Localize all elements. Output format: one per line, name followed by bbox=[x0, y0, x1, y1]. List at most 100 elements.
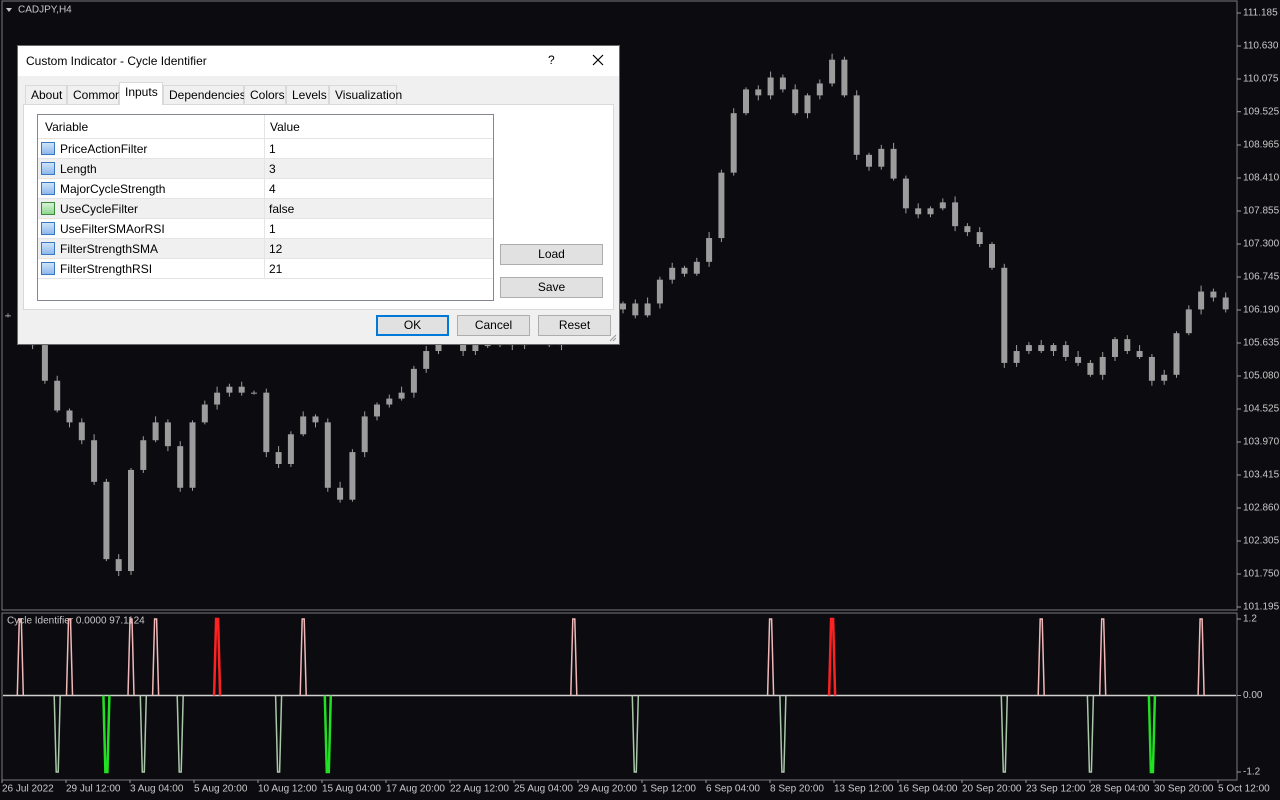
candle-body bbox=[1198, 291, 1205, 310]
variable-name: FilterStrengthRSI bbox=[60, 262, 153, 276]
inputs-panel: Variable Value PriceActionFilter 1 Length 3 Ma… bbox=[23, 104, 614, 310]
y-tick-label: 107.855 bbox=[1243, 206, 1280, 217]
candle-body bbox=[337, 487, 344, 500]
tab[interactable]: Levels bbox=[286, 85, 329, 104]
x-tick-label: 29 Aug 20:00 bbox=[578, 784, 637, 795]
candle-body bbox=[1185, 309, 1192, 334]
x-tick-label: 1 Sep 12:00 bbox=[642, 784, 696, 795]
candle-body bbox=[952, 202, 959, 227]
indicator-frame bbox=[1, 612, 1238, 781]
candle-body bbox=[620, 303, 626, 310]
variable-name: Length bbox=[60, 162, 97, 176]
type-icon bbox=[41, 162, 55, 175]
candle-body bbox=[829, 59, 836, 84]
column-separator bbox=[264, 159, 265, 178]
indicator-spike bbox=[53, 695, 61, 773]
table-row[interactable]: UseCycleFilter false bbox=[38, 199, 493, 219]
indicator-spike bbox=[779, 695, 787, 773]
x-tick-label: 23 Sep 12:00 bbox=[1026, 784, 1086, 795]
table-row[interactable]: FilterStrengthSMA 12 bbox=[38, 239, 493, 259]
column-separator bbox=[264, 259, 265, 278]
candle-body bbox=[1112, 339, 1118, 357]
type-icon bbox=[41, 182, 55, 195]
table-row[interactable]: UseFilterSMAorRSI 1 bbox=[38, 219, 493, 239]
column-header: Value bbox=[270, 120, 300, 134]
indicator-spike bbox=[1037, 618, 1045, 696]
y-tick-label: -1.2 bbox=[1243, 767, 1261, 778]
x-tick-label: 15 Aug 04:00 bbox=[322, 784, 381, 795]
tab[interactable]: Dependencies bbox=[163, 85, 246, 104]
indicator-spike bbox=[1147, 695, 1157, 774]
x-tick-label: 6 Sep 04:00 bbox=[706, 784, 760, 795]
candle-body bbox=[324, 422, 331, 488]
dialog-button[interactable]: Reset bbox=[538, 315, 611, 336]
x-tick-label: 20 Sep 20:00 bbox=[962, 784, 1022, 795]
indicator-dialog: Custom Indicator - Cycle Identifier ? Ab… bbox=[17, 45, 620, 345]
candle-body bbox=[472, 345, 479, 352]
tab[interactable]: Colors bbox=[244, 85, 286, 104]
tab[interactable]: Visualization bbox=[329, 85, 402, 104]
candle-body bbox=[853, 95, 860, 155]
candle-body bbox=[164, 422, 171, 447]
candle-body bbox=[779, 77, 786, 90]
column-separator bbox=[264, 115, 265, 138]
x-tick-label: 22 Aug 12:00 bbox=[450, 784, 509, 795]
candle-body bbox=[386, 398, 393, 405]
type-icon bbox=[41, 262, 55, 275]
candle-body bbox=[804, 95, 811, 114]
candle-body bbox=[115, 559, 122, 572]
column-separator bbox=[264, 199, 265, 218]
close-button[interactable] bbox=[592, 54, 604, 66]
x-tick-label: 26 Jul 2022 bbox=[2, 784, 54, 795]
y-tick-label: 103.415 bbox=[1243, 470, 1280, 481]
indicator-spike bbox=[139, 695, 148, 773]
candle-body bbox=[632, 303, 639, 316]
resize-grip bbox=[609, 334, 617, 342]
table-row[interactable]: Length 3 bbox=[38, 159, 493, 179]
candle-body bbox=[1099, 356, 1106, 375]
tab[interactable]: About bbox=[25, 85, 67, 104]
candle-body bbox=[755, 89, 762, 96]
candle-body bbox=[1161, 374, 1168, 381]
table-header: Variable Value bbox=[38, 115, 493, 139]
table-row[interactable]: FilterStrengthRSI 21 bbox=[38, 259, 493, 279]
candle-body bbox=[189, 422, 196, 488]
variable-name: UseFilterSMAorRSI bbox=[60, 222, 165, 236]
tab[interactable]: Common bbox=[67, 85, 122, 104]
dialog-button[interactable]: OK bbox=[376, 315, 449, 336]
help-button[interactable]: ? bbox=[548, 53, 555, 67]
y-tick-label: 108.410 bbox=[1243, 173, 1280, 184]
indicator-spike bbox=[1000, 695, 1009, 773]
candle-body bbox=[964, 226, 971, 233]
candle-body bbox=[238, 386, 245, 393]
x-tick-label: 10 Aug 12:00 bbox=[258, 784, 317, 795]
candle-body bbox=[349, 452, 356, 500]
candle-body bbox=[890, 148, 897, 179]
column-header: Variable bbox=[45, 120, 89, 134]
candle-body bbox=[866, 154, 872, 167]
type-icon bbox=[41, 142, 55, 155]
indicator-spike bbox=[212, 617, 222, 696]
indicator-spike bbox=[65, 618, 74, 696]
candle-body bbox=[1136, 351, 1143, 357]
main-frame bbox=[1, 0, 1238, 611]
indicator-spike bbox=[274, 695, 283, 773]
dialog-button[interactable]: Cancel bbox=[457, 315, 530, 336]
candle-body bbox=[730, 113, 737, 173]
table-row[interactable]: MajorCycleStrength 4 bbox=[38, 179, 493, 199]
variable-name: FilterStrengthSMA bbox=[60, 242, 159, 256]
y-tick-label: 110.075 bbox=[1243, 74, 1279, 85]
candle-body bbox=[902, 178, 909, 209]
candle-body bbox=[915, 208, 922, 215]
candle-body bbox=[78, 422, 85, 441]
candle-body bbox=[816, 83, 823, 96]
variable-value: false bbox=[269, 202, 295, 216]
table-row[interactable]: PriceActionFilter 1 bbox=[38, 139, 493, 159]
candle-body bbox=[263, 392, 270, 453]
side-button[interactable]: Save bbox=[500, 277, 603, 298]
candle-body bbox=[1013, 351, 1020, 363]
symbol-arrow bbox=[6, 8, 12, 12]
side-button[interactable]: Load bbox=[500, 244, 603, 265]
tab[interactable]: Inputs bbox=[119, 82, 163, 105]
candle-body bbox=[1025, 345, 1032, 352]
